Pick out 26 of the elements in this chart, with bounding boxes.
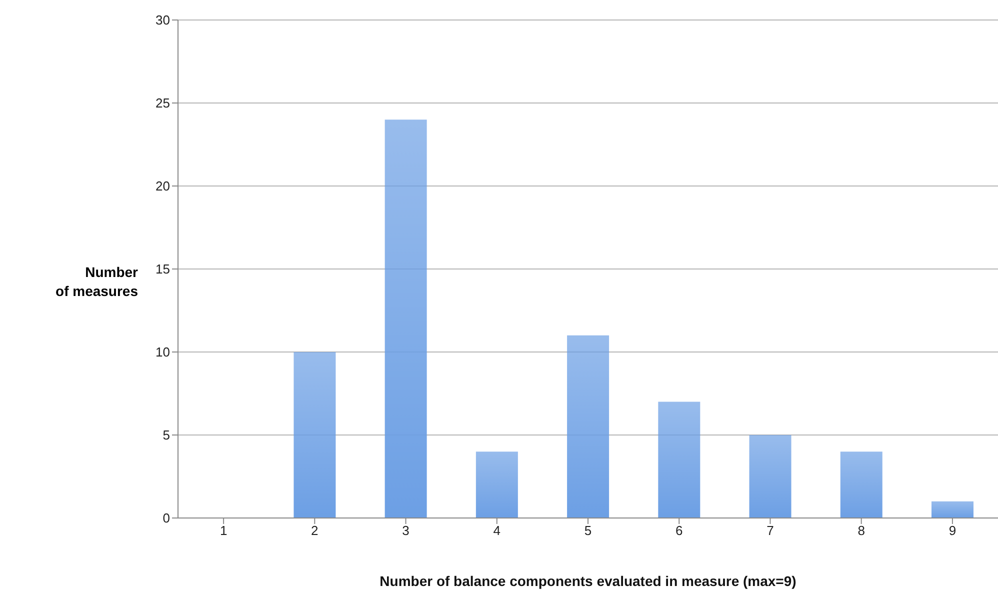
y-tick-label: 30	[156, 12, 170, 28]
bar	[931, 501, 974, 518]
bar	[840, 452, 882, 518]
x-tick-label: 2	[311, 523, 318, 538]
bar	[567, 335, 610, 518]
y-tick-label: 20	[156, 178, 170, 194]
x-tick-label: 1	[220, 523, 228, 538]
x-tick-label: 9	[948, 523, 956, 538]
bar	[658, 402, 700, 518]
x-tick-label: 3	[402, 523, 410, 538]
y-tick-label: 0	[162, 510, 170, 526]
x-tick-label: 7	[766, 523, 774, 538]
x-axis-title: Number of balance components evaluated in measure (max=9)	[380, 573, 796, 589]
x-tick-label: 6	[675, 523, 683, 538]
x-tick-label: 4	[493, 523, 501, 538]
bar	[749, 435, 792, 518]
y-tick-label: 25	[156, 96, 170, 111]
y-tick-label: 10	[156, 344, 170, 360]
y-axis-title: Number of measures	[54, 263, 138, 301]
x-tick-label: 5	[584, 523, 592, 538]
bar	[476, 452, 518, 518]
bar	[384, 120, 427, 518]
x-tick-label: 8	[858, 523, 865, 538]
y-tick-label: 5	[162, 428, 170, 443]
bar	[294, 352, 336, 518]
y-tick-label: 15	[156, 262, 170, 277]
